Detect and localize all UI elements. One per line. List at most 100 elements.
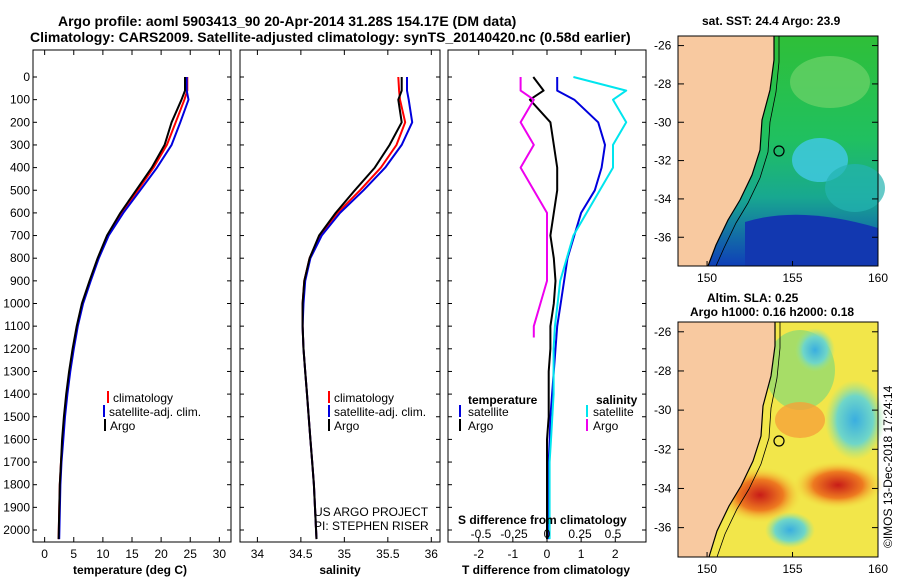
lat-tick-label: -34: [654, 192, 672, 206]
legend-label-argo: Argo: [110, 419, 136, 433]
x-tick-label: 30: [213, 547, 227, 561]
lat-tick-label: -34: [654, 481, 672, 495]
legend-title-temperature: temperature: [468, 393, 538, 407]
depth-tick-label: 1400: [3, 387, 30, 401]
series-line-argo: [301, 77, 403, 540]
legend-label-t-argo: Argo: [468, 419, 494, 433]
series-line-salinity-argo: [519, 77, 548, 338]
s-tick-label: 0.25: [568, 527, 592, 541]
sla-isobath: [716, 322, 781, 558]
x-tick-label: 0: [544, 547, 551, 561]
sst-land: [678, 36, 774, 266]
lat-tick-label: -28: [654, 364, 672, 378]
sst-map-frame: [677, 35, 879, 267]
x-tick-label: 20: [154, 547, 168, 561]
legend-swatch-satellite: [328, 405, 330, 417]
legend-label-climatology: climatology: [334, 391, 394, 405]
x-tick-label: 34.5: [289, 547, 313, 561]
series-line-salinity-satellite: [548, 76, 628, 540]
header-title-line1: Argo profile: aoml 5903413_90 20-Apr-201…: [58, 13, 516, 29]
salinity-plot: 34 34.5 35 35.5 36: [240, 50, 440, 561]
depth-tick-label: 1300: [3, 364, 30, 378]
x-tick-label: 10: [96, 547, 110, 561]
x-tick-label: 36: [425, 547, 439, 561]
sla-cool-eddy-south: [765, 512, 815, 548]
sst-map-title: sat. SST: 24.4 Argo: 23.9: [702, 14, 841, 28]
difference-plot: -2 -1 0 1 2: [448, 50, 646, 561]
legend-title-salinity: salinity: [596, 393, 638, 407]
series-line-argo: [57, 77, 186, 540]
sst-cool-patch: [825, 164, 885, 212]
x-tick-label: 25: [184, 547, 198, 561]
lat-tick-label: -26: [654, 39, 672, 53]
legend-swatch-climatology: [328, 391, 330, 403]
legend-label-t-satellite: satellite: [468, 405, 509, 419]
x-tick-label: 15: [125, 547, 139, 561]
legend-swatch-t-argo: [459, 419, 461, 431]
credit-pi: PI: STEPHEN RISER: [314, 519, 429, 533]
legend-label-s-satellite: satellite: [593, 405, 634, 419]
sla-profile-marker: [773, 435, 785, 447]
header-title-line2: Climatology: CARS2009. Satellite-adjuste…: [30, 29, 631, 45]
legend-swatch-satellite: [103, 405, 105, 417]
lat-tick-label: -32: [654, 442, 672, 456]
lat-tick-label: -30: [654, 403, 672, 417]
depth-tick-label: 100: [10, 93, 30, 107]
sla-land: [678, 322, 775, 557]
depth-tick-label: 1900: [3, 500, 30, 514]
series-line-satellite-adj-clim-: [58, 77, 190, 540]
sst-map: [678, 36, 885, 267]
x-tick-label: 35: [338, 547, 352, 561]
sst-profile-marker: [773, 145, 785, 157]
lat-tick-label: -36: [654, 230, 672, 244]
difference-legend: temperature satellite Argo salinity sate…: [459, 393, 638, 433]
sla-cool-eddy-north: [795, 328, 835, 372]
depth-tick-label: 700: [10, 229, 30, 243]
sst-isobath: [715, 36, 780, 267]
lon-tick-label: 160: [868, 271, 888, 285]
s-tick-label: -0.25: [500, 527, 528, 541]
salinity-axis-label: salinity: [319, 563, 361, 577]
series-line-temperature-argo: [528, 76, 559, 540]
legend-label-satellite: satellite-adj. clim.: [109, 405, 201, 419]
depth-tick-label: 1100: [4, 319, 30, 333]
depth-tick-label: 300: [10, 138, 30, 152]
depth-tick-label: 1600: [3, 432, 30, 446]
legend-swatch-climatology: [107, 391, 109, 403]
x-tick-label: -1: [508, 547, 519, 561]
depth-tick-labels: 0 100 200 300 400 500 600 700 800 900 1000 1100 1200…: [3, 70, 30, 537]
depth-tick-label: 900: [10, 274, 30, 288]
sst-coastline: [707, 36, 775, 267]
series-line-temperature-satellite: [547, 77, 606, 540]
lon-tick-label: 160: [868, 562, 888, 576]
legend-label-climatology: climatology: [113, 391, 173, 405]
lat-tick-label: -36: [654, 521, 672, 535]
imos-stamp: ©IMOS 13-Dec-2018 17:24:14: [881, 385, 895, 548]
x-tick-label: 2: [612, 547, 619, 561]
lat-tick-label: -32: [654, 154, 672, 168]
x-tick-label: -2: [473, 547, 484, 561]
lon-tick-label: 155: [783, 271, 803, 285]
x-tick-label: 5: [70, 547, 77, 561]
credit-project: US ARGO PROJECT: [314, 505, 429, 519]
x-tick-label: 1: [578, 547, 585, 561]
s-tick-label: -0.5: [471, 527, 492, 541]
legend-swatch-argo: [104, 419, 106, 431]
depth-tick-label: 800: [10, 251, 30, 265]
lat-tick-label: -26: [654, 325, 672, 339]
sla-cool-eddy-east: [825, 380, 885, 460]
lat-tick-label: -28: [654, 77, 672, 91]
x-tick-label: 35.5: [376, 547, 400, 561]
sla-map-title: Altim. SLA: 0.25: [707, 291, 799, 305]
temperature-plot: 0 5 10 15 20 25 30: [33, 50, 231, 561]
x-tick-label: 34: [251, 547, 265, 561]
s-tick-label: 0.5: [605, 527, 622, 541]
t-difference-axis-label: T difference from climatology: [462, 563, 630, 577]
sla-map-subtitle: Argo h1000: 0.16 h2000: 0.18: [690, 305, 854, 319]
sst-warm-patch: [790, 56, 870, 108]
depth-tick-label: 1200: [3, 342, 30, 356]
depth-tick-label: 1000: [3, 297, 30, 311]
lat-tick-label: -30: [654, 115, 672, 129]
depth-tick-label: 2000: [3, 523, 30, 537]
